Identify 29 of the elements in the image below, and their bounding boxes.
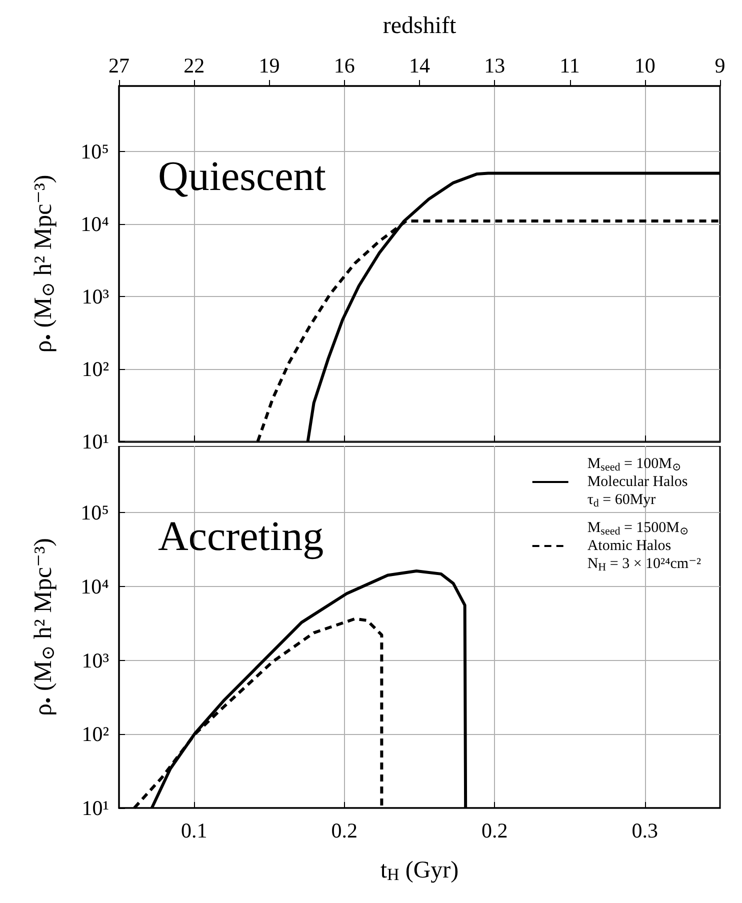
x2-axis-title: redshift	[382, 13, 456, 39]
text: 27	[108, 54, 130, 78]
x-tick-label: 0.1	[181, 818, 208, 842]
y-tick-label: 10¹	[82, 430, 109, 454]
text: 14	[409, 54, 430, 78]
y-tick-label: 10⁴	[80, 212, 109, 236]
y-tick-label: 10²	[82, 356, 109, 381]
y-tick-label: 10⁵	[80, 500, 109, 525]
x-tick-label: 0.2	[482, 818, 508, 842]
y-tick-label: 10³	[82, 648, 109, 672]
y-tick-label: 10⁴	[80, 574, 109, 599]
x-axis-title: tH (Gyr)	[380, 858, 459, 884]
text: 13	[484, 54, 506, 78]
y-tick-label: 10³	[82, 284, 109, 308]
y-axis-title: ρ• (M⊙ h² Mpc⁻³)	[30, 538, 58, 716]
annotation: Accreting	[158, 514, 324, 560]
annotation: Quiescent	[158, 154, 326, 200]
y-tick-label: 10²	[82, 722, 109, 746]
text: 9	[714, 54, 726, 78]
x-tick-label: 0.3	[632, 818, 658, 842]
text: 19	[258, 54, 280, 78]
text: 11	[560, 54, 580, 78]
text: 16	[334, 54, 355, 78]
y-tick-label: 10¹	[82, 796, 109, 820]
y-axis-title: ρ• (M⊙ h² Mpc⁻³)	[30, 174, 58, 353]
text: 22	[184, 54, 205, 78]
y-tick-label: 10⁵	[80, 139, 109, 164]
text: 10	[634, 54, 656, 78]
x-tick-label: 0.2	[331, 818, 358, 842]
